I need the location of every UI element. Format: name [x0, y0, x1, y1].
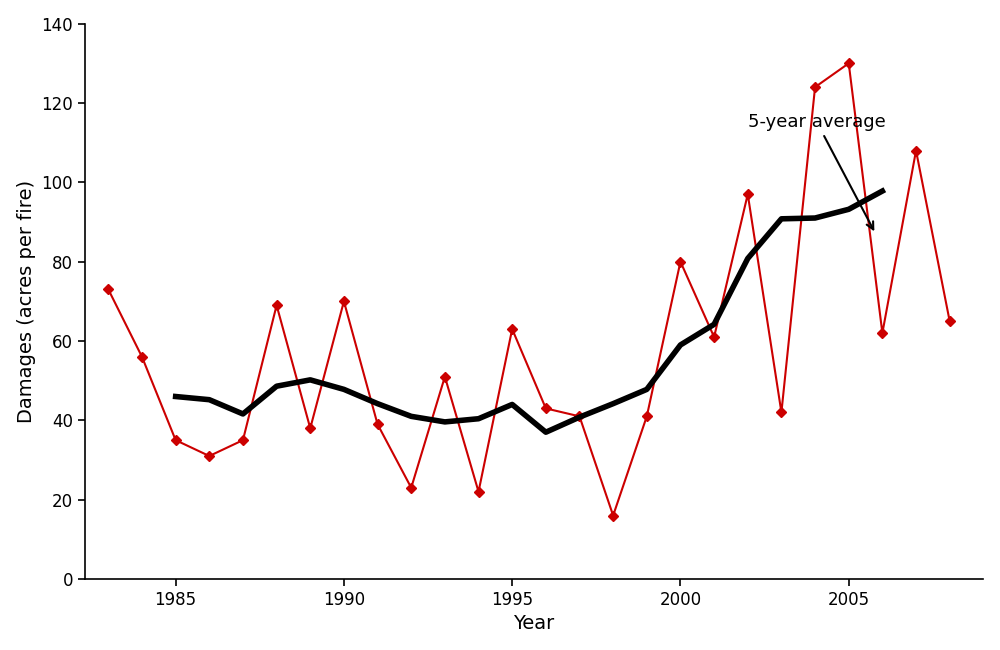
X-axis label: Year: Year — [513, 614, 555, 633]
Y-axis label: Damages (acres per fire): Damages (acres per fire) — [17, 180, 36, 423]
Text: 5-year average: 5-year average — [748, 112, 886, 229]
